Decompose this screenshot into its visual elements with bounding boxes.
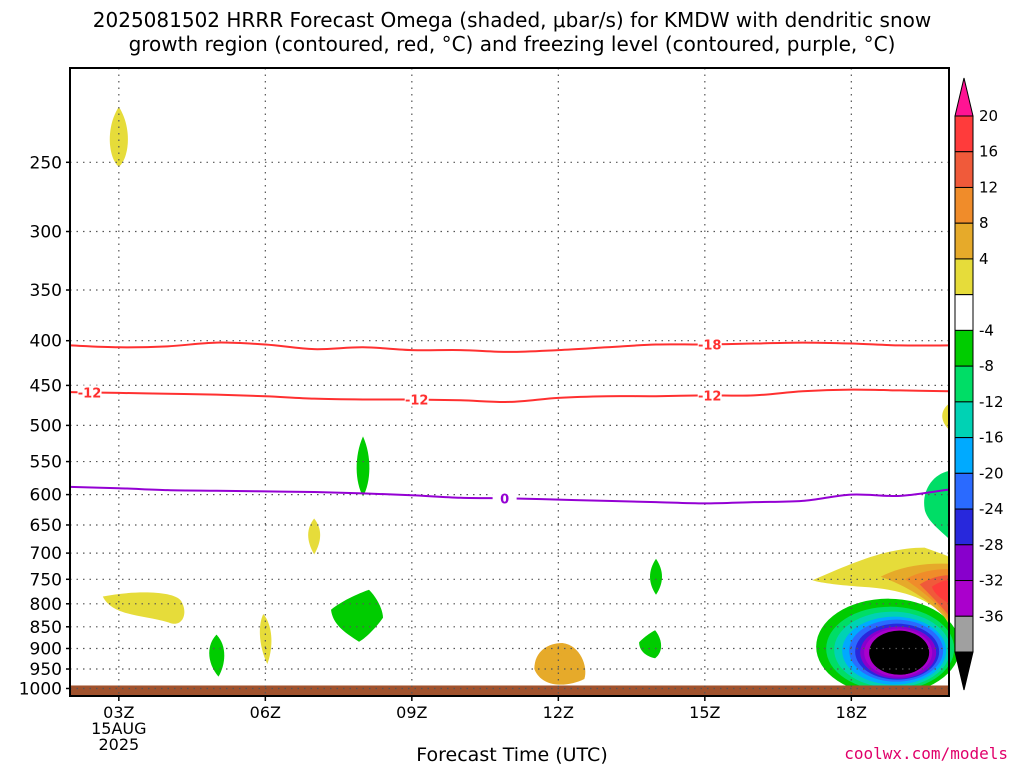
omega-green-blob-830 [331,589,383,642]
colorbar-bin [954,115,974,153]
grid [70,68,949,696]
colorbar-label: -4 [979,321,994,339]
colorbar-label: -12 [979,393,1004,411]
y-axis: 2503003504004505005506006507007508008509… [19,153,70,699]
y-tick-label: 500 [30,416,62,436]
colorbar-label: -24 [979,500,1004,518]
omega-yellow-blob-250 [109,106,128,167]
y-tick-label: 600 [30,486,62,506]
x-tick-date: 15AUG [91,719,146,738]
omega-green-blob-560 [356,436,370,497]
y-tick-label: 550 [30,453,62,473]
contour-label: -12 [405,394,429,409]
contour-label-bg [697,388,722,403]
colorbar-bin [954,294,974,331]
colorbar-label: 4 [979,250,989,268]
contour-label-bg [77,385,102,400]
y-tick-label: 700 [30,544,62,564]
y-tick-label: 750 [30,570,62,590]
contour-line--18 [69,341,950,353]
omega-up-magenta [931,580,949,604]
contours: -18 -12 -12 -12 0 [69,337,950,507]
y-tick-label: 850 [30,618,62,638]
x-tick-label: 06Z [250,703,281,722]
colorbar-label: -32 [979,572,1004,590]
title-line-1: 2025081502 HRRR Forecast Omega (shaded, … [92,8,932,32]
contour-line--12 [69,388,950,403]
omega-yellow-blob-490 [942,403,949,430]
colorbar-label: -20 [979,464,1004,482]
plot-frame [69,67,950,697]
y-tick-label: 1000 [19,679,62,699]
omega-green-blob-610 [924,470,949,539]
omega-yellow-blob-670 [308,518,321,555]
colorbar-bin [954,508,974,546]
y-tick-label: 350 [30,281,62,301]
omega-green-blob-745 [650,558,662,595]
omega-orange-core [549,654,568,671]
credit-text: coolwx.com/models [844,744,1008,763]
colorbar-bin [954,258,974,296]
colorbar-label: -16 [979,429,1004,447]
colorbar-label: -28 [979,536,1004,554]
omega-down-core [873,634,928,675]
colorbar-label: 8 [979,214,989,232]
colorbar-label: 16 [979,143,998,161]
contour-label-bg [492,491,517,506]
colorbar-bin [954,437,974,474]
colorbar-label: -36 [979,607,1004,625]
y-tick-label: 650 [30,516,62,536]
colorbar-label: 20 [979,107,998,125]
x-tick-label: 15Z [689,703,720,722]
contour-label-bg [404,392,429,407]
colorbar-label: 12 [979,178,998,196]
colorbar-bin [954,151,974,188]
colorbar-label: -8 [979,357,994,375]
omega-shading [70,106,961,696]
colorbar-bin [954,365,974,403]
ground-band [70,685,949,696]
y-tick-label: 300 [30,223,62,243]
x-tick-year: 2025 [98,735,139,754]
contour-label: -18 [698,338,722,353]
y-tick-label: 800 [30,595,62,615]
x-axis-label: Forecast Time (UTC) [416,744,608,766]
omega-green-blob-910 [209,634,225,677]
x-tick-label: 03Z [103,703,134,722]
omega-yellow-blob-810 [102,592,185,624]
omega-green-core [937,486,949,525]
colorbar-bin [954,401,974,439]
colorbar-bin [954,544,974,582]
contour-label-bg [697,337,722,352]
colorbar-bin [954,580,974,617]
omega-green-blob-890 [639,630,662,659]
x-tick-label: 09Z [396,703,427,722]
y-tick-label: 950 [30,660,62,680]
y-tick-label: 400 [30,332,62,352]
title-line-2: growth region (contoured, red, °C) and f… [128,32,896,56]
y-tick-label: 900 [30,639,62,659]
colorbar: 20 16 12 8 4 -4 -8 -12 -16 -20 -24 -28 -32 -36 [954,77,1004,691]
colorbar-bin [954,186,974,224]
contour-label: -12 [698,389,722,404]
contour-label: -12 [78,386,102,401]
contour-label: 0 [500,492,509,507]
omega-yellow-blob-880 [259,613,272,664]
colorbar-cap-bottom [954,651,974,691]
y-tick-label: 250 [30,153,62,173]
colorbar-bin [954,329,974,367]
chart-title: 2025081502 HRRR Forecast Omega (shaded, … [0,8,1024,56]
colorbar-cap-top [954,77,974,117]
x-tick-label: 18Z [836,703,867,722]
colorbar-bin [954,615,974,653]
colorbar-bin [954,222,974,260]
x-tick-label: 12Z [543,703,574,722]
y-tick-label: 450 [30,376,62,396]
colorbar-bin [954,472,974,510]
